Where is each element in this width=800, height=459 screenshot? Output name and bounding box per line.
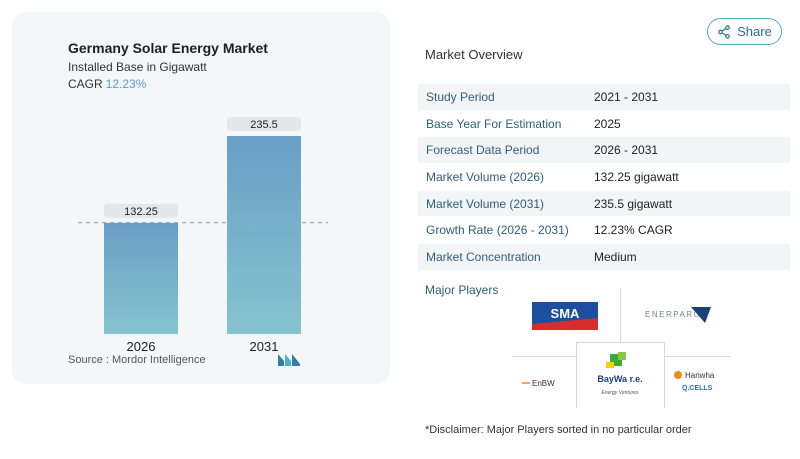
overview-row-value: 235.5 gigawatt: [594, 196, 673, 211]
overview-title: Market Overview: [425, 47, 523, 62]
overview-row-value: 132.25 gigawatt: [594, 169, 679, 184]
svg-text:Energy Ventures: Energy Ventures: [601, 390, 639, 396]
overview-row-value: Medium: [594, 249, 637, 264]
enbw-logo: EnBW: [522, 379, 555, 388]
overview-table: Study Period 2021 - 2031 Base Year For Est…: [418, 84, 790, 271]
svg-text:SMA: SMA: [551, 306, 581, 321]
overview-row-label: Study Period: [426, 89, 495, 104]
overview-row: Market Volume (2031) 235.5 gigawatt: [418, 190, 790, 218]
svg-text:BayWa r.e.: BayWa r.e.: [597, 374, 642, 384]
data-label-bg: [227, 117, 301, 131]
data-label-2031: 235.5: [250, 119, 278, 131]
overview-row-label: Market Concentration: [426, 249, 541, 264]
svg-text:EnBW: EnBW: [532, 379, 555, 388]
chart-title: Germany Solar Energy Market: [68, 40, 268, 56]
chart-card: [12, 12, 390, 384]
hanwha-qcells-logo: Hanwha Q.CELLS: [674, 371, 715, 392]
bar-2026: [104, 222, 178, 334]
major-players-title: Major Players: [425, 283, 499, 297]
data-label-bg: [104, 203, 178, 218]
grid-line: [664, 342, 665, 408]
mordor-intelligence-logo-icon: [278, 354, 300, 366]
category-label-2026: 2026: [127, 339, 156, 354]
source-text: Source : Mordor Intelligence: [68, 354, 206, 366]
chart-subtitle: Installed Base in Gigawatt: [68, 60, 207, 74]
enerparc-logo: ENERPARC: [645, 307, 711, 323]
svg-text:Q.CELLS: Q.CELLS: [682, 385, 713, 392]
overview-row: Study Period 2021 - 2031: [418, 84, 790, 111]
overview-row-label: Growth Rate (2026 - 2031): [426, 223, 569, 238]
cagr-value: 12.23%: [105, 77, 147, 91]
overview-row-label: Forecast Data Period: [426, 143, 540, 158]
grid-line: [664, 356, 730, 357]
grid-line: [576, 342, 664, 343]
category-label-2031: 2031: [250, 339, 279, 354]
share-icon: [718, 24, 730, 39]
disclaimer: *Disclaimer: Major Players sorted in no …: [425, 424, 692, 436]
svg-text:Hanwha: Hanwha: [685, 371, 715, 380]
overview-row-label: Market Volume (2031): [426, 196, 545, 211]
bar-2031: [227, 136, 301, 334]
data-label-2026: 132.25: [124, 206, 158, 218]
overview-row: Base Year For Estimation 2025: [418, 110, 790, 138]
overview-row-value: 2021 - 2031: [594, 89, 659, 104]
overview-row-value: 2026 - 2031: [594, 143, 659, 158]
bar-chart: 132.25 2026 235.5 2031: [78, 117, 328, 354]
cagr-label: CAGR: [68, 77, 103, 91]
share-label: Share: [737, 24, 772, 39]
overview-row-value: 12.23% CAGR: [594, 223, 673, 238]
overview-row-label: Market Volume (2026): [426, 169, 545, 184]
overview-row: Market Volume (2026) 132.25 gigawatt: [418, 164, 790, 191]
overview-row: Growth Rate (2026 - 2031) 12.23% CAGR: [418, 217, 790, 245]
overview-row: Forecast Data Period 2026 - 2031: [418, 137, 790, 165]
grid-line: [620, 288, 621, 342]
grid-line: [576, 342, 577, 408]
baywa-logo: BayWa r.e. Energy Ventures: [597, 352, 643, 396]
overview-row-value: 2025: [594, 116, 621, 131]
overview-row-label: Base Year For Estimation: [426, 116, 562, 131]
svg-text:ENERPARC: ENERPARC: [645, 310, 701, 319]
overview-row: Market Concentration Medium: [418, 244, 790, 271]
sma-logo: SMA: [532, 302, 598, 330]
grid-line: [512, 356, 577, 357]
cagr: CAGR 12.23%: [68, 77, 146, 91]
share-button[interactable]: Share: [707, 18, 782, 45]
